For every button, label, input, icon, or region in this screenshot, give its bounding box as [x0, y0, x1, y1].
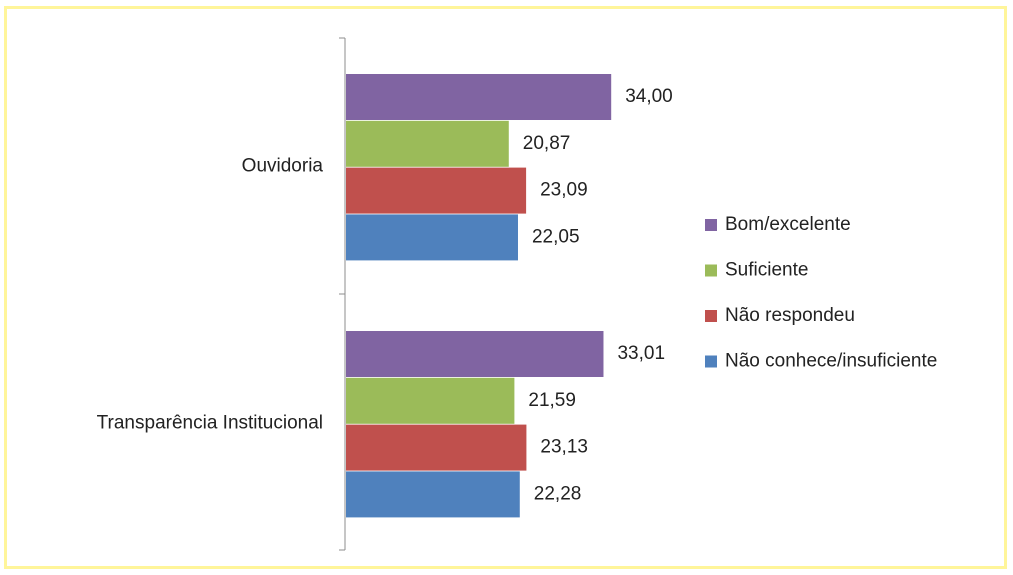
value-label-ouvidoria-nao-respondeu: 23,09: [540, 180, 588, 201]
bar-transparencia-institucional-bom-excelente: [346, 331, 604, 377]
category-label-ouvidoria: Ouvidoria: [242, 156, 324, 177]
value-label-ouvidoria-nao-conhece-insuficiente: 22,05: [532, 226, 580, 247]
value-label-ouvidoria-bom-excelente: 34,00: [625, 86, 673, 107]
value-label-transparencia-institucional-bom-excelente: 33,01: [617, 343, 665, 364]
legend-swatch-nao-respondeu: [705, 310, 717, 322]
legend-swatch-nao-conhece-insuficiente: [705, 355, 717, 368]
legend-swatch-suficiente: [705, 264, 717, 277]
bar-ouvidoria-nao-respondeu: [346, 167, 527, 214]
value-label-transparencia-institucional-nao-respondeu: 23,13: [540, 437, 588, 458]
bar-transparencia-institucional-nao-conhece-insuficiente: [346, 471, 520, 518]
bar-ouvidoria-bom-excelente: [346, 74, 612, 120]
legend-label-nao-conhece-insuficiente: Não conhece/insuficiente: [725, 351, 937, 372]
bar-ouvidoria-suficiente: [346, 120, 509, 167]
legend-label-bom-excelente: Bom/excelente: [725, 214, 851, 235]
category-label-transparencia-institucional: Transparência Institucional: [97, 413, 323, 434]
value-label-ouvidoria-suficiente: 20,87: [523, 133, 571, 154]
legend-label-nao-respondeu: Não respondeu: [725, 305, 855, 326]
bar-transparencia-institucional-nao-respondeu: [346, 424, 527, 471]
bar-ouvidoria-nao-conhece-insuficiente: [346, 214, 518, 261]
legend-swatch-bom-excelente: [705, 219, 717, 231]
value-label-transparencia-institucional-suficiente: 21,59: [528, 390, 576, 411]
value-label-transparencia-institucional-nao-conhece-insuficiente: 22,28: [534, 483, 582, 504]
bar-transparencia-institucional-suficiente: [346, 377, 515, 424]
legend-label-suficiente: Suficiente: [725, 260, 808, 281]
